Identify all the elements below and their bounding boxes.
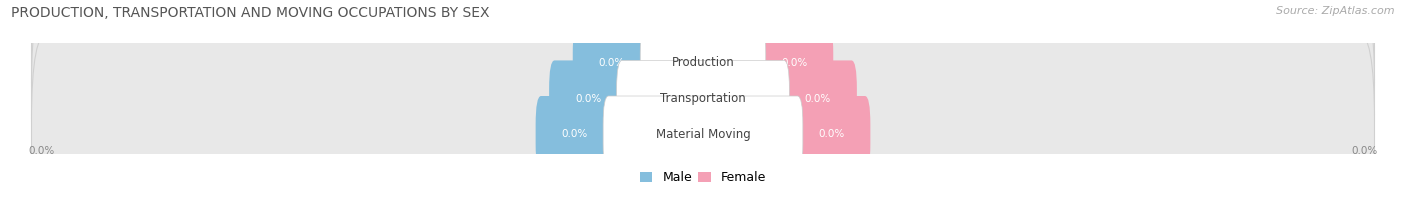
FancyBboxPatch shape [779, 60, 856, 137]
FancyBboxPatch shape [31, 32, 1375, 197]
Text: PRODUCTION, TRANSPORTATION AND MOVING OCCUPATIONS BY SEX: PRODUCTION, TRANSPORTATION AND MOVING OC… [11, 6, 489, 20]
FancyBboxPatch shape [536, 96, 614, 172]
FancyBboxPatch shape [550, 60, 627, 137]
FancyBboxPatch shape [572, 25, 651, 101]
Text: 0.0%: 0.0% [1351, 146, 1378, 156]
Text: 0.0%: 0.0% [561, 129, 588, 139]
FancyBboxPatch shape [792, 96, 870, 172]
FancyBboxPatch shape [31, 0, 1375, 197]
Text: 0.0%: 0.0% [599, 58, 626, 68]
Text: Transportation: Transportation [661, 92, 745, 105]
FancyBboxPatch shape [31, 0, 1375, 165]
Text: 0.0%: 0.0% [575, 94, 602, 103]
Text: Production: Production [672, 56, 734, 69]
Text: 0.0%: 0.0% [28, 146, 55, 156]
FancyBboxPatch shape [617, 60, 789, 137]
Text: Material Moving: Material Moving [655, 128, 751, 141]
Text: 0.0%: 0.0% [818, 129, 845, 139]
FancyBboxPatch shape [640, 25, 766, 101]
Text: 0.0%: 0.0% [780, 58, 807, 68]
FancyBboxPatch shape [755, 25, 834, 101]
Legend: Male, Female: Male, Female [636, 166, 770, 189]
FancyBboxPatch shape [603, 96, 803, 172]
Text: 0.0%: 0.0% [804, 94, 831, 103]
Text: Source: ZipAtlas.com: Source: ZipAtlas.com [1277, 6, 1395, 16]
